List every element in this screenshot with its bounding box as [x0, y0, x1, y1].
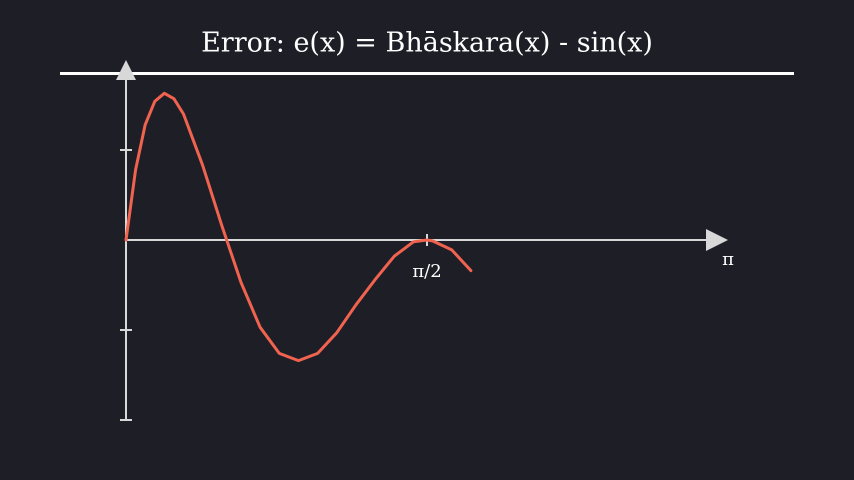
x-axis-arrow: [706, 229, 728, 251]
line-series: [124, 91, 473, 363]
chart-title: Error: e(x) = Bhāskara(x) - sin(x): [201, 28, 653, 59]
y-axis-arrow: [116, 60, 136, 80]
x-axis-label: π: [722, 249, 734, 270]
x-tick-label: π/2: [412, 261, 441, 282]
